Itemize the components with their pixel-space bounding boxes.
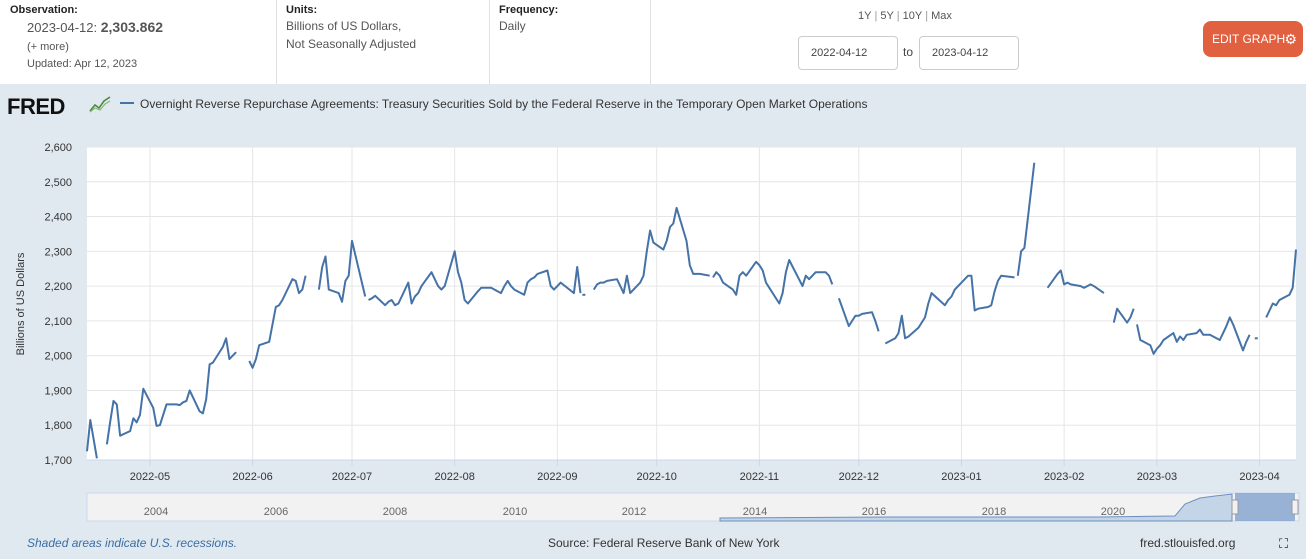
legend-label: Overnight Reverse Repurchase Agreements:… [140,97,868,111]
legend-swatch [120,102,134,105]
x-tick-label: 2022-06 [232,471,272,483]
series-line [1265,249,1297,318]
navigator-year-label: 2018 [982,506,1006,518]
fullscreen-icon[interactable]: ⛶ [1279,536,1289,551]
frequency-panel: Frequency: Daily [490,0,651,84]
y-tick-label: 2,500 [44,177,72,189]
y-tick-label: 2,000 [44,351,72,363]
x-tick-label: 2023-03 [1137,471,1177,483]
edit-graph-button[interactable]: EDIT GRAPH ⚙ [1203,21,1303,57]
x-tick-label: 2023-02 [1044,471,1084,483]
series-line [592,206,710,295]
x-tick-label: 2022-07 [332,471,372,483]
edit-graph-label: EDIT GRAPH [1212,32,1286,46]
series-line [837,297,880,332]
series-line [1046,269,1105,294]
source-text: Source: Federal Reserve Bank of New York [548,536,780,550]
range-10y[interactable]: 10Y [902,10,923,22]
units-panel: Units: Billions of US Dollars, Not Seaso… [277,0,490,84]
y-tick-label: 1,800 [44,420,72,432]
x-tick-label: 2022-08 [434,471,474,483]
y-axis-label: Billions of US Dollars [15,252,27,355]
y-tick-label: 2,400 [44,212,72,224]
fred-url-link[interactable]: fred.stlouisfed.org [1140,536,1236,550]
observation-panel: Observation: 2023-04-12: 2,303.862 (+ mo… [0,0,277,84]
x-tick-label: 2022-05 [130,471,170,483]
units-line-2: Not Seasonally Adjusted [286,37,417,51]
gear-icon: ⚙ [1284,31,1297,47]
y-tick-label: 2,200 [44,281,72,293]
range-1y[interactable]: 1Y [858,10,872,22]
updated-date: Updated: Apr 12, 2023 [27,58,138,70]
x-tick-label: 2023-01 [941,471,981,483]
navigator-year-label: 2012 [622,506,646,518]
fred-chart-mark-icon [89,95,111,113]
observation-date: 2023-04-12: [27,20,98,35]
frequency-label: Frequency: [499,4,559,16]
series-line [368,250,582,307]
chart-svg: 1,700 1,800 1,900 2,000 2,100 2,200 2,300 2,400… [15,142,1300,522]
series-line [248,275,307,369]
navigator-selection[interactable] [1235,493,1295,521]
navigator-year-label: 2016 [862,506,886,518]
series-line [884,274,1015,345]
date-to-label: to [903,45,914,59]
end-date-input[interactable]: 2023-04-12 [919,36,1019,70]
x-tick-label: 2023-04 [1239,471,1279,483]
navigator-year-label: 2010 [503,506,527,518]
y-tick-label: 2,300 [44,246,72,258]
observation-number: 2,303.862 [100,19,164,35]
range-links: 1Y | 5Y | 10Y | Max [858,10,952,22]
navigator-year-label: 2020 [1101,506,1125,518]
graph-panel: 1,700 1,800 1,900 2,000 2,100 2,200 2,300 2,400… [0,84,1306,559]
navigator-year-label: 2004 [144,506,168,518]
x-tick-label: 2022-10 [637,471,677,483]
series-line [712,259,834,305]
navigator-year-label: 2014 [743,506,767,518]
series-line [86,419,98,459]
y-tick-label: 1,900 [44,385,72,397]
recession-note: Shaded areas indicate U.S. recessions. [27,536,238,550]
frequency-value: Daily [499,19,526,33]
navigator-bg [86,492,1300,522]
y-tick-label: 2,100 [44,316,72,328]
range-max[interactable]: Max [931,10,952,22]
fred-logo: FRED [7,94,65,119]
series-line [1112,307,1135,324]
series-line [105,337,237,445]
navigator-left-handle[interactable] [1231,499,1239,515]
plot-area [87,147,1296,460]
navigator-year-label: 2006 [264,506,288,518]
top-info-bar: Observation: 2023-04-12: 2,303.862 (+ mo… [0,0,1306,84]
navigator-year-label: 2008 [383,506,407,518]
series-line [1136,316,1251,355]
start-date-input[interactable]: 2022-04-12 [798,36,898,70]
y-tick-label: 1,700 [44,455,72,467]
more-link[interactable]: (+ more) [27,41,69,53]
x-tick-label: 2022-09 [537,471,577,483]
observation-label: Observation: [10,4,78,16]
units-line-1: Billions of US Dollars, [286,19,402,33]
units-label: Units: [286,4,318,16]
x-tick-label: 2022-12 [839,471,879,483]
navigator-right-handle[interactable] [1291,499,1299,515]
y-tick-label: 2,600 [44,142,72,154]
range-5y[interactable]: 5Y [880,10,894,22]
chart-legend: Overnight Reverse Repurchase Agreements:… [120,97,867,111]
series-line [317,239,367,303]
x-tick-label: 2022-11 [740,471,780,483]
observation-value: 2023-04-12: 2,303.862 [27,19,163,35]
series-line [1016,162,1036,276]
